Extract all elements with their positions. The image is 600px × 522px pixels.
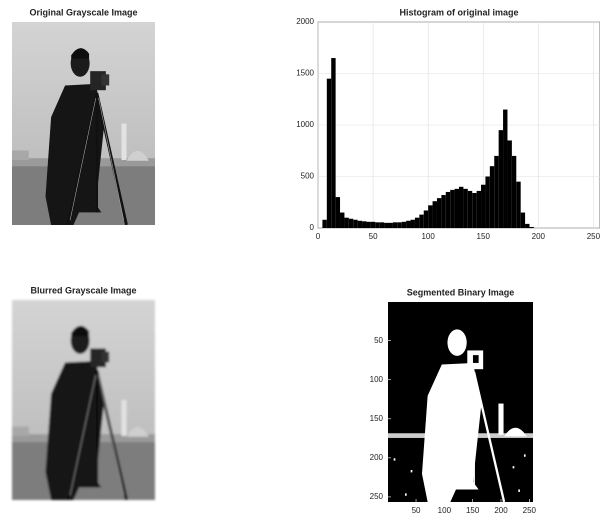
bar bbox=[371, 222, 375, 228]
subplot-title: Blurred Grayscale Image bbox=[30, 285, 136, 295]
bar bbox=[411, 220, 415, 228]
bar bbox=[344, 218, 348, 228]
bar bbox=[521, 213, 525, 228]
bar bbox=[419, 215, 423, 228]
bar bbox=[358, 221, 362, 228]
bar bbox=[494, 156, 498, 228]
y-tick-label: 1500 bbox=[296, 69, 314, 78]
bar bbox=[336, 197, 340, 228]
x-tick-label: 50 bbox=[412, 506, 421, 515]
original-image bbox=[12, 22, 155, 225]
y-tick-label: 100 bbox=[370, 375, 384, 384]
subplot-title: Original Grayscale Image bbox=[29, 7, 137, 17]
bar bbox=[450, 190, 454, 228]
bar bbox=[322, 220, 326, 228]
x-tick-label: 150 bbox=[477, 232, 491, 241]
bar bbox=[384, 223, 388, 228]
bar bbox=[441, 195, 445, 228]
x-tick-label: 200 bbox=[494, 506, 508, 515]
bar bbox=[353, 220, 357, 228]
x-tick-label: 150 bbox=[466, 506, 480, 515]
bar bbox=[437, 198, 441, 228]
bar bbox=[393, 222, 397, 228]
x-tick-label: 50 bbox=[369, 232, 378, 241]
bar bbox=[503, 110, 507, 228]
subplot-title: Segmented Binary Image bbox=[407, 287, 515, 297]
bar bbox=[380, 222, 384, 228]
figure: Original Grayscale Image Histogram of ori… bbox=[0, 0, 600, 522]
bar bbox=[485, 177, 489, 229]
x-tick-label: 250 bbox=[523, 506, 537, 515]
subplot-title: Histogram of original image bbox=[399, 7, 518, 17]
bar bbox=[481, 185, 485, 228]
bar bbox=[433, 201, 437, 228]
bar bbox=[530, 227, 534, 228]
bar bbox=[362, 221, 366, 228]
y-tick-label: 50 bbox=[374, 336, 383, 345]
bar bbox=[375, 222, 379, 228]
bar bbox=[463, 189, 467, 228]
bar bbox=[397, 222, 401, 228]
y-tick-label: 1000 bbox=[296, 120, 314, 129]
bar bbox=[477, 191, 481, 228]
bar bbox=[340, 213, 344, 228]
x-tick-label: 100 bbox=[438, 506, 452, 515]
bar bbox=[327, 79, 331, 228]
x-tick-label: 250 bbox=[587, 232, 600, 241]
x-tick-label: 100 bbox=[421, 232, 435, 241]
bar bbox=[507, 140, 511, 228]
bar bbox=[468, 191, 472, 228]
bar bbox=[472, 193, 476, 228]
bar bbox=[415, 218, 419, 228]
bar bbox=[428, 205, 432, 228]
x-tick-label: 200 bbox=[532, 232, 546, 241]
bar bbox=[389, 223, 393, 228]
bar bbox=[446, 192, 450, 228]
bar bbox=[331, 58, 335, 228]
bar bbox=[406, 221, 410, 228]
bar bbox=[525, 224, 529, 228]
y-tick-label: 0 bbox=[310, 223, 315, 232]
x-tick-label: 0 bbox=[316, 232, 321, 241]
y-tick-label: 250 bbox=[370, 492, 384, 501]
bar bbox=[349, 219, 353, 228]
bar bbox=[455, 189, 459, 228]
bar bbox=[512, 156, 516, 228]
y-tick-label: 500 bbox=[301, 172, 315, 181]
blurred-image bbox=[12, 300, 155, 500]
bar bbox=[402, 222, 406, 228]
bar bbox=[459, 187, 463, 228]
bar bbox=[499, 130, 503, 228]
binary-image bbox=[388, 302, 533, 502]
bar bbox=[490, 166, 494, 228]
bar bbox=[424, 210, 428, 228]
y-tick-label: 150 bbox=[370, 414, 384, 423]
bar bbox=[366, 222, 370, 228]
bar bbox=[516, 182, 520, 228]
y-tick-label: 200 bbox=[370, 453, 384, 462]
y-tick-label: 2000 bbox=[296, 17, 314, 26]
